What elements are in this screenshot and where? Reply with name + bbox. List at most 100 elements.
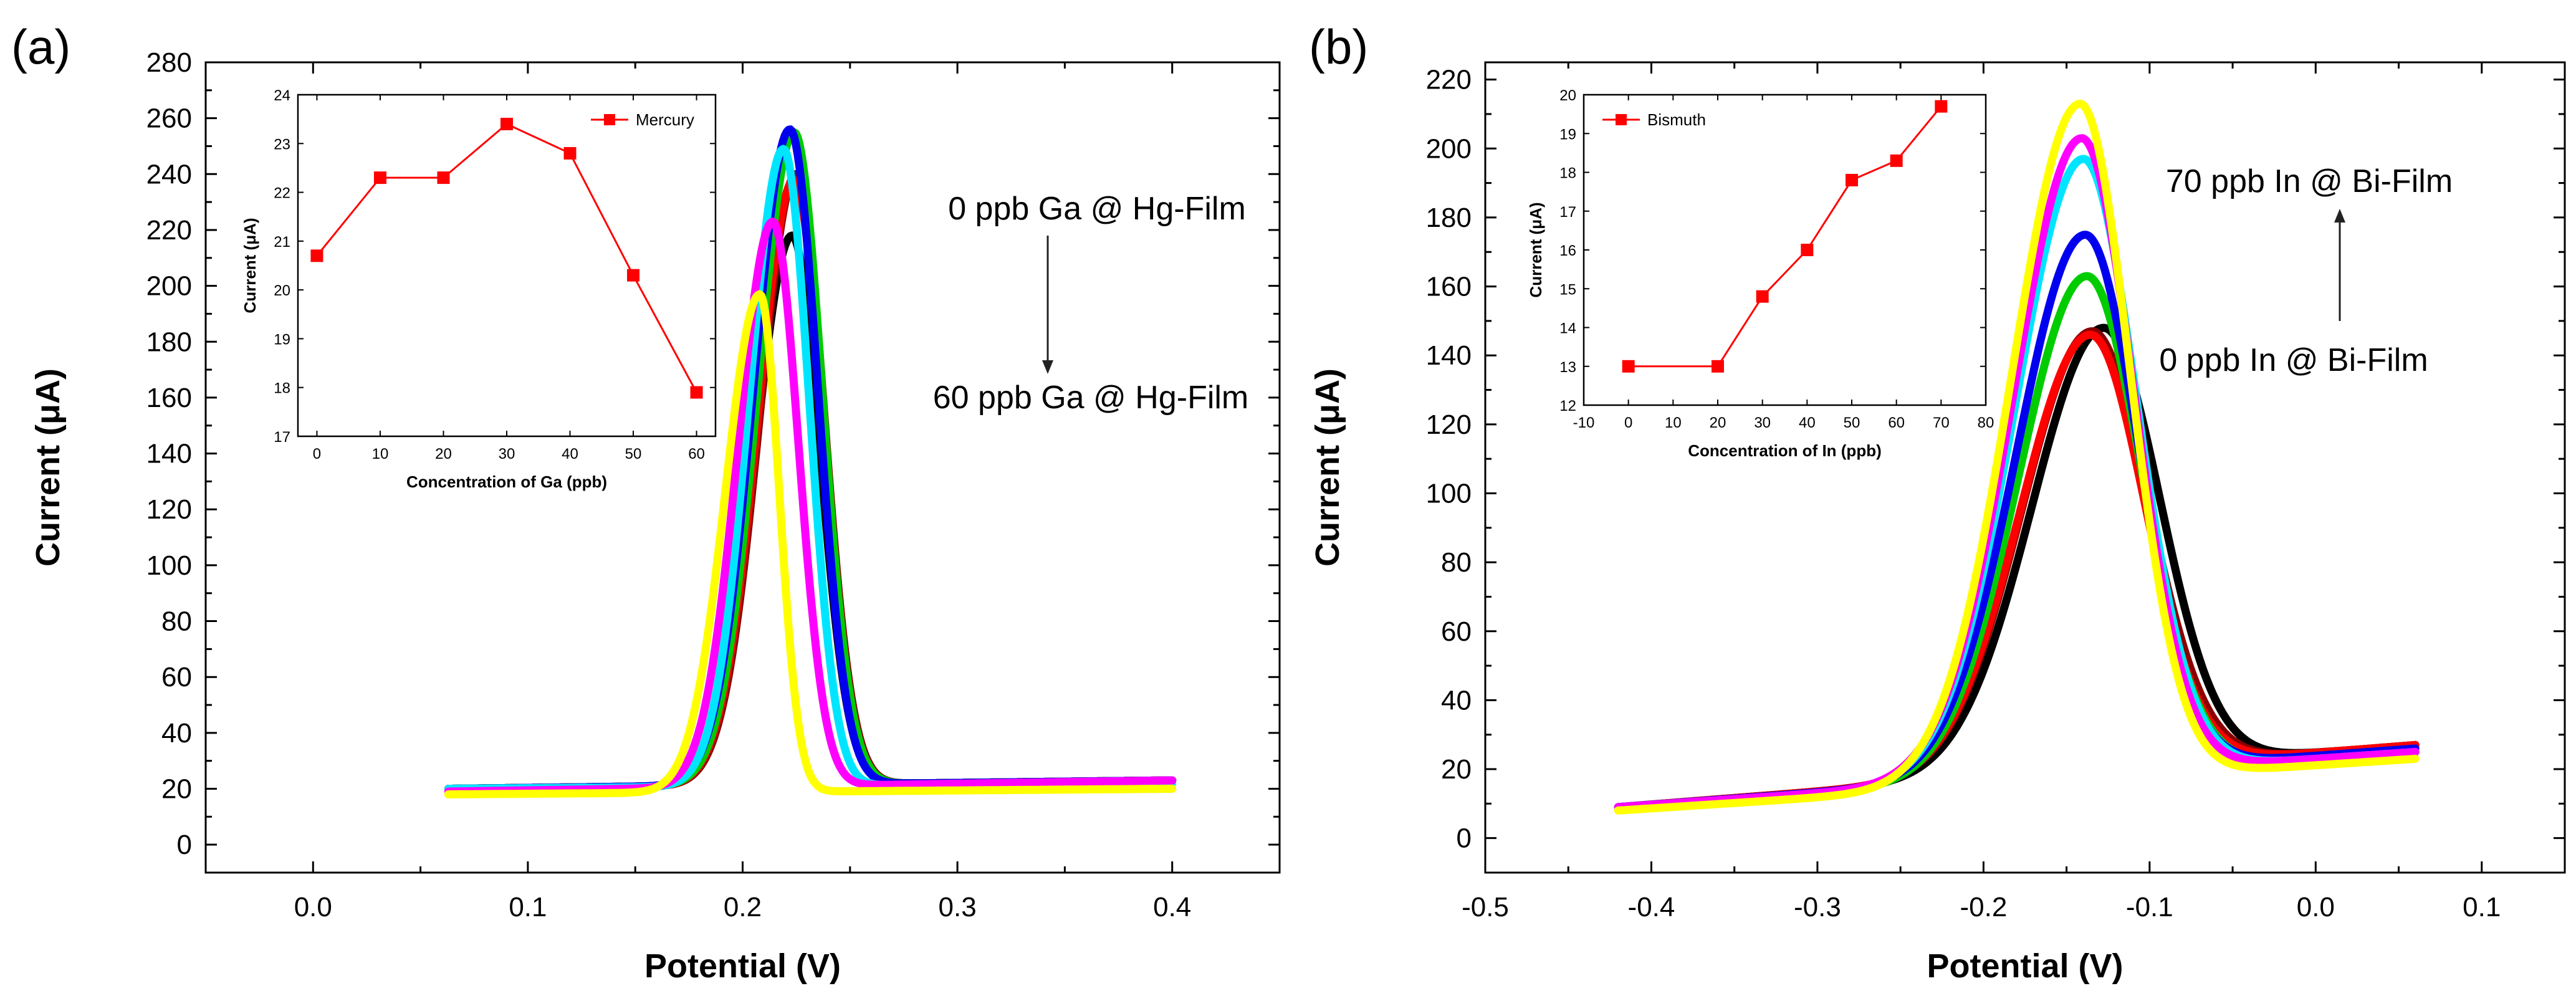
inset-x-tick-label: 80 <box>1978 414 1994 431</box>
inset-legend-marker <box>1616 114 1627 125</box>
annotation-bottom: 60 ppb Ga @ Hg-Film <box>933 380 1249 416</box>
inset-y-tick-label: 18 <box>274 380 290 397</box>
y-tick-label: 160 <box>146 383 192 413</box>
y-tick-label: 60 <box>1441 616 1472 647</box>
y-tick-label: 200 <box>146 271 192 302</box>
inset-y-tick-label: 17 <box>1559 204 1576 221</box>
inset-y-tick-label: 20 <box>1559 87 1576 104</box>
x-tick-label: 0.0 <box>2297 892 2335 922</box>
y-tick-label: 80 <box>161 606 192 637</box>
y-tick-label: 140 <box>146 439 192 469</box>
inset-y-tick-label: 12 <box>1559 398 1576 414</box>
inset-data-point <box>373 171 386 184</box>
inset-x-tick-label: 20 <box>435 446 452 462</box>
inset-data-point <box>437 171 450 184</box>
y-tick-label: 180 <box>1426 203 1472 233</box>
annotation-top: 0 ppb Ga @ Hg-Film <box>948 191 1246 227</box>
y-tick-label: 0 <box>177 830 192 860</box>
x-tick-label: -0.4 <box>1628 892 1675 922</box>
y-tick-label: 60 <box>161 662 192 692</box>
inset-x-axis-title: Concentration of In (ppb) <box>1688 441 1882 460</box>
y-tick-label: 220 <box>1426 65 1472 95</box>
y-tick-label: 260 <box>146 103 192 134</box>
annotation-top: 70 ppb In @ Bi-Film <box>2166 163 2453 199</box>
inset-y-tick-label: 19 <box>274 331 290 348</box>
y-tick-label: 240 <box>146 159 192 189</box>
y-tick-label: 220 <box>146 215 192 246</box>
inset-data-point <box>627 269 640 282</box>
inset-frame <box>1582 93 1987 406</box>
inset-x-tick-label: 30 <box>499 446 515 462</box>
y-axis-title: Current (μA) <box>29 368 67 567</box>
annotation-arrowhead <box>1042 360 1053 374</box>
y-tick-label: 100 <box>146 550 192 581</box>
inset-x-tick-label: 70 <box>1933 414 1950 431</box>
inset-x-tick-label: 10 <box>372 446 389 462</box>
inset-x-tick-label: 0 <box>313 446 321 462</box>
x-axis-title: Potential (V) <box>1927 947 2123 985</box>
inset-frame <box>297 93 717 438</box>
inset-y-tick-label: 13 <box>1559 359 1576 376</box>
inset-y-axis-title: Current (μA) <box>1526 202 1545 297</box>
annotation-arrowhead <box>2334 209 2345 223</box>
inset-y-tick-label: 22 <box>274 185 290 202</box>
inset-y-tick-label: 19 <box>1559 126 1576 143</box>
inset-x-tick-label: 30 <box>1754 414 1771 431</box>
inset-y-tick-label: 18 <box>1559 165 1576 182</box>
x-tick-label: -0.3 <box>1794 892 1841 922</box>
y-tick-label: 40 <box>161 718 192 749</box>
inset-y-tick-label: 24 <box>274 87 290 104</box>
inset-y-tick-label: 14 <box>1559 320 1576 337</box>
inset-legend-marker <box>604 114 615 125</box>
inset-x-tick-label: 60 <box>688 446 705 462</box>
inset-data-point <box>310 249 323 262</box>
inset-legend-label: Mercury <box>636 110 694 129</box>
inset-y-tick-label: 17 <box>274 429 290 446</box>
x-tick-label: 0.0 <box>294 892 332 922</box>
inset-x-tick-label: 50 <box>1844 414 1860 431</box>
inset-x-axis-title: Concentration of Ga (ppb) <box>406 472 607 491</box>
x-axis-title: Potential (V) <box>644 947 841 985</box>
inset-legend-label: Bismuth <box>1647 110 1706 129</box>
inset-y-tick-label: 23 <box>274 136 290 153</box>
inset-y-tick-label: 15 <box>1559 281 1576 298</box>
inset-data-point <box>690 386 703 399</box>
y-tick-label: 20 <box>161 774 192 805</box>
x-tick-label: 0.1 <box>509 892 547 922</box>
inset-y-tick-label: 21 <box>274 234 290 251</box>
inset-x-tick-label: 40 <box>1799 414 1816 431</box>
inset-x-tick-label: -10 <box>1573 414 1595 431</box>
x-tick-label: -0.2 <box>1960 892 2007 922</box>
inset-data-point <box>1622 360 1635 373</box>
x-tick-label: -0.1 <box>2126 892 2173 922</box>
annotation-bottom: 0 ppb In @ Bi-Film <box>2159 342 2428 378</box>
inset-data-point <box>1801 244 1814 256</box>
x-tick-label: 0.1 <box>2463 892 2501 922</box>
inset-x-tick-label: 60 <box>1888 414 1905 431</box>
inset-y-tick-label: 20 <box>274 282 290 299</box>
x-tick-label: 0.3 <box>939 892 977 922</box>
y-tick-label: 40 <box>1441 685 1472 716</box>
inset-data-point <box>1712 360 1724 373</box>
inset-data-point <box>1935 100 1948 113</box>
y-tick-label: 100 <box>1426 478 1472 509</box>
inset-y-axis-title: Current (μA) <box>241 218 259 313</box>
y-tick-label: 280 <box>146 47 192 78</box>
panel-label: (b) <box>1309 19 1368 74</box>
y-axis-title: Current (μA) <box>1309 368 1346 567</box>
series-line <box>1614 99 2420 815</box>
inset-x-tick-label: 20 <box>1710 414 1726 431</box>
x-tick-label: 0.4 <box>1153 892 1191 922</box>
y-tick-label: 120 <box>1426 409 1472 440</box>
panel-label: (a) <box>11 19 70 74</box>
y-tick-label: 160 <box>1426 272 1472 302</box>
y-tick-label: 120 <box>146 494 192 525</box>
y-tick-label: 180 <box>146 327 192 357</box>
y-tick-label: 140 <box>1426 340 1472 371</box>
inset-x-tick-label: 0 <box>1624 414 1632 431</box>
inset-data-point <box>1890 154 1903 167</box>
x-tick-label: -0.5 <box>1462 892 1509 922</box>
inset-data-point <box>1846 173 1858 186</box>
